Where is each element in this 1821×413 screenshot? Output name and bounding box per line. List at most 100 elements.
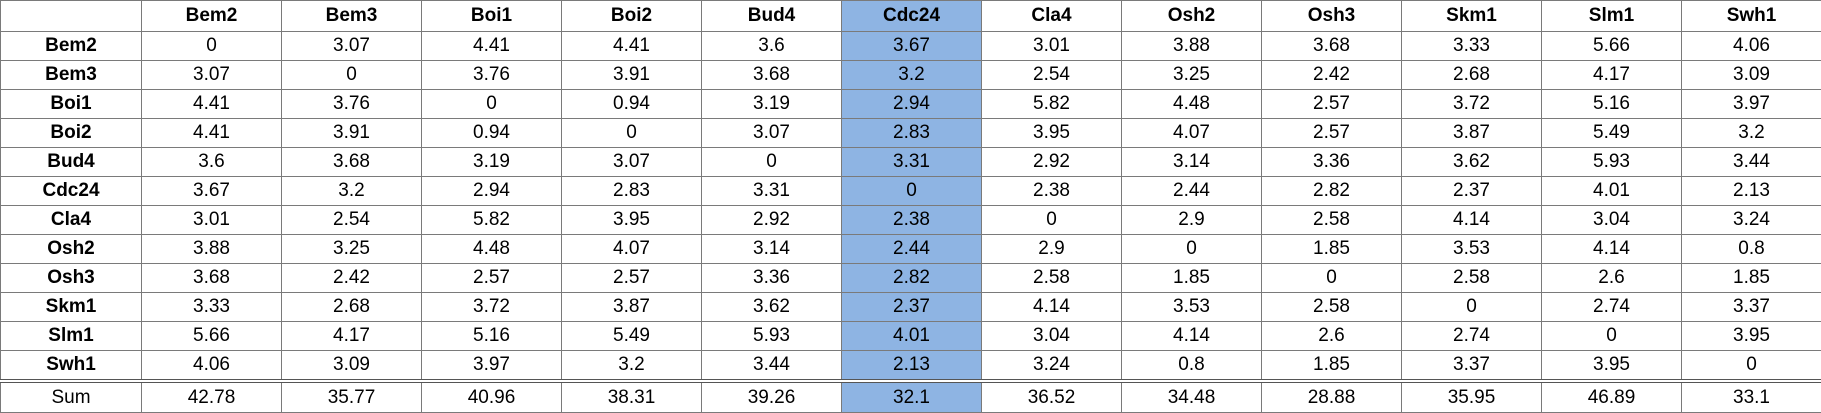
matrix-cell[interactable]: 5.82 <box>422 206 562 235</box>
matrix-cell[interactable]: 3.95 <box>1542 351 1682 382</box>
matrix-cell[interactable]: 3.62 <box>1402 148 1542 177</box>
column-header[interactable]: Slm1 <box>1542 1 1682 32</box>
row-header[interactable]: Osh3 <box>1 264 142 293</box>
sum-cell[interactable]: 42.78 <box>142 381 282 413</box>
matrix-cell[interactable]: 3.36 <box>1262 148 1402 177</box>
matrix-cell[interactable]: 2.58 <box>1262 293 1402 322</box>
matrix-cell[interactable]: 3.19 <box>422 148 562 177</box>
sum-cell[interactable]: 35.95 <box>1402 381 1542 413</box>
matrix-cell[interactable]: 4.41 <box>142 119 282 148</box>
matrix-cell[interactable]: 2.57 <box>1262 119 1402 148</box>
matrix-cell[interactable]: 3.31 <box>842 148 982 177</box>
column-header[interactable]: Boi2 <box>562 1 702 32</box>
matrix-cell[interactable]: 2.54 <box>282 206 422 235</box>
matrix-cell[interactable]: 2.82 <box>1262 177 1402 206</box>
matrix-cell[interactable]: 4.17 <box>1542 61 1682 90</box>
matrix-cell[interactable]: 0 <box>142 32 282 61</box>
matrix-cell[interactable]: 3.07 <box>282 32 422 61</box>
matrix-cell[interactable]: 5.66 <box>142 322 282 351</box>
matrix-cell[interactable]: 3.24 <box>1682 206 1821 235</box>
matrix-cell[interactable]: 2.92 <box>982 148 1122 177</box>
matrix-cell[interactable]: 2.54 <box>982 61 1122 90</box>
row-header[interactable]: Boi2 <box>1 119 142 148</box>
column-header[interactable]: Osh2 <box>1122 1 1262 32</box>
matrix-cell[interactable]: 0 <box>1262 264 1402 293</box>
matrix-cell[interactable]: 3.6 <box>702 32 842 61</box>
matrix-cell[interactable]: 3.67 <box>142 177 282 206</box>
matrix-cell[interactable]: 0.94 <box>422 119 562 148</box>
row-header[interactable]: Swh1 <box>1 351 142 382</box>
sum-row-label[interactable]: Sum <box>1 381 142 413</box>
matrix-cell[interactable]: 0.8 <box>1682 235 1821 264</box>
matrix-cell[interactable]: 3.76 <box>422 61 562 90</box>
sum-cell[interactable]: 38.31 <box>562 381 702 413</box>
matrix-cell[interactable]: 4.06 <box>1682 32 1821 61</box>
matrix-cell[interactable]: 3.07 <box>562 148 702 177</box>
matrix-cell[interactable]: 1.85 <box>1262 351 1402 382</box>
sum-cell[interactable]: 39.26 <box>702 381 842 413</box>
matrix-cell[interactable]: 4.14 <box>1402 206 1542 235</box>
matrix-cell[interactable]: 4.41 <box>142 90 282 119</box>
matrix-cell[interactable]: 3.33 <box>1402 32 1542 61</box>
matrix-cell[interactable]: 2.6 <box>1542 264 1682 293</box>
matrix-cell[interactable]: 2.13 <box>1682 177 1821 206</box>
matrix-cell[interactable]: 3.09 <box>1682 61 1821 90</box>
matrix-cell[interactable]: 2.94 <box>422 177 562 206</box>
matrix-cell[interactable]: 2.37 <box>842 293 982 322</box>
matrix-cell[interactable]: 0 <box>282 61 422 90</box>
matrix-cell[interactable]: 0.94 <box>562 90 702 119</box>
matrix-cell[interactable]: 2.82 <box>842 264 982 293</box>
matrix-cell[interactable]: 5.49 <box>1542 119 1682 148</box>
matrix-cell[interactable]: 4.17 <box>282 322 422 351</box>
sum-cell[interactable]: 28.88 <box>1262 381 1402 413</box>
column-header[interactable]: Cla4 <box>982 1 1122 32</box>
matrix-cell[interactable]: 5.66 <box>1542 32 1682 61</box>
matrix-cell[interactable]: 3.33 <box>142 293 282 322</box>
matrix-cell[interactable]: 3.2 <box>282 177 422 206</box>
column-header[interactable]: Bud4 <box>702 1 842 32</box>
matrix-cell[interactable]: 1.85 <box>1122 264 1262 293</box>
matrix-cell[interactable]: 2.6 <box>1262 322 1402 351</box>
matrix-cell[interactable]: 4.07 <box>1122 119 1262 148</box>
matrix-cell[interactable]: 3.09 <box>282 351 422 382</box>
matrix-cell[interactable]: 3.95 <box>982 119 1122 148</box>
matrix-cell[interactable]: 2.68 <box>282 293 422 322</box>
matrix-cell[interactable]: 1.85 <box>1262 235 1402 264</box>
matrix-cell[interactable]: 2.9 <box>982 235 1122 264</box>
row-header[interactable]: Boi1 <box>1 90 142 119</box>
matrix-cell[interactable]: 4.48 <box>1122 90 1262 119</box>
sum-cell[interactable]: 40.96 <box>422 381 562 413</box>
sum-cell[interactable]: 35.77 <box>282 381 422 413</box>
matrix-cell[interactable]: 2.37 <box>1402 177 1542 206</box>
matrix-cell[interactable]: 2.57 <box>422 264 562 293</box>
matrix-cell[interactable]: 2.9 <box>1122 206 1262 235</box>
matrix-cell[interactable]: 3.2 <box>562 351 702 382</box>
matrix-cell[interactable]: 3.37 <box>1402 351 1542 382</box>
matrix-cell[interactable]: 4.41 <box>422 32 562 61</box>
matrix-cell[interactable]: 3.14 <box>702 235 842 264</box>
matrix-cell[interactable]: 3.07 <box>142 61 282 90</box>
sum-cell[interactable]: 46.89 <box>1542 381 1682 413</box>
matrix-cell[interactable]: 3.97 <box>422 351 562 382</box>
matrix-cell[interactable]: 3.19 <box>702 90 842 119</box>
matrix-cell[interactable]: 2.38 <box>842 206 982 235</box>
row-header[interactable]: Bem3 <box>1 61 142 90</box>
matrix-cell[interactable]: 3.14 <box>1122 148 1262 177</box>
matrix-cell[interactable]: 3.72 <box>1402 90 1542 119</box>
matrix-cell[interactable]: 2.57 <box>562 264 702 293</box>
matrix-cell[interactable]: 3.25 <box>282 235 422 264</box>
sum-cell[interactable]: 32.1 <box>842 381 982 413</box>
row-header[interactable]: Cdc24 <box>1 177 142 206</box>
matrix-cell[interactable]: 4.06 <box>142 351 282 382</box>
row-header[interactable]: Osh2 <box>1 235 142 264</box>
matrix-cell[interactable]: 2.38 <box>982 177 1122 206</box>
matrix-cell[interactable]: 3.87 <box>1402 119 1542 148</box>
matrix-cell[interactable]: 3.95 <box>1682 322 1821 351</box>
matrix-cell[interactable]: 3.6 <box>142 148 282 177</box>
matrix-cell[interactable]: 2.42 <box>1262 61 1402 90</box>
matrix-cell[interactable]: 5.49 <box>562 322 702 351</box>
row-header[interactable]: Bem2 <box>1 32 142 61</box>
matrix-cell[interactable]: 5.82 <box>982 90 1122 119</box>
matrix-cell[interactable]: 2.44 <box>1122 177 1262 206</box>
matrix-cell[interactable]: 3.88 <box>1122 32 1262 61</box>
